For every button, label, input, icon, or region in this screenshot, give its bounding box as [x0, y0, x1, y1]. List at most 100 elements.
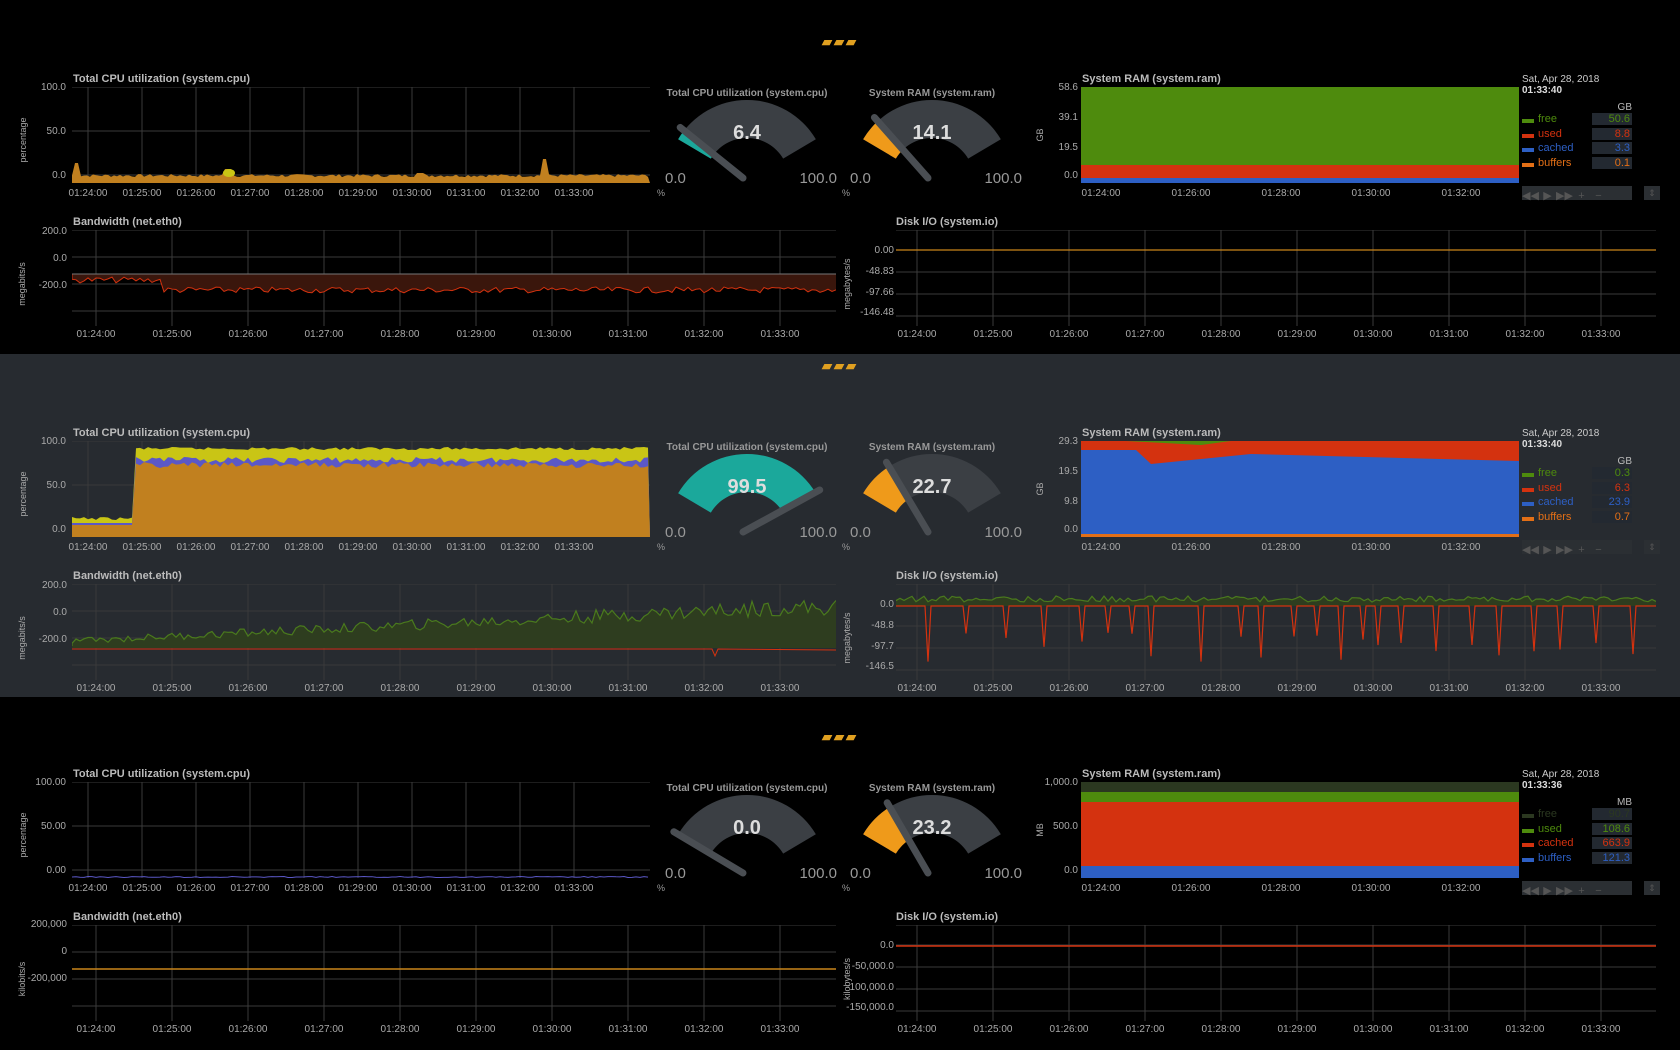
x-tick-label: 01:29:00: [1277, 1024, 1317, 1035]
legend-value: 23.9: [1592, 496, 1632, 508]
zoom-in-icon[interactable]: +: [1578, 885, 1585, 897]
ram-plot-area[interactable]: [1081, 441, 1519, 537]
ram-gauge-unit: %: [842, 883, 851, 893]
cpu-y-unit: percentage: [18, 812, 28, 858]
pan-right-icon[interactable]: ▶▶: [1556, 190, 1573, 202]
legend-label: used: [1538, 127, 1562, 140]
x-tick-label: 01:30:00: [392, 542, 432, 553]
ram-plot-area[interactable]: [1081, 87, 1519, 183]
y-tick-label: 0.0: [1064, 170, 1078, 181]
y-tick-label: -146.48: [860, 307, 894, 318]
ram-chart[interactable]: System RAM (system.ram) GB 29.3 19.5 9.8 0.…: [1020, 424, 1520, 553]
legend-swatch: [1522, 814, 1534, 818]
x-tick-label: 01:25:00: [973, 683, 1013, 694]
legend-row[interactable]: free 90.7: [1522, 808, 1632, 823]
disk-io-chart[interactable]: Disk I/O (system.io) megabytes/s 0.0 -48.…: [840, 567, 1660, 694]
resize-icon[interactable]: ⇕: [1644, 186, 1660, 200]
legend-row[interactable]: cached 663.9: [1522, 837, 1632, 852]
bandwidth-chart[interactable]: Bandwidth (net.eth0) kilobits/s 200,000 0…: [17, 908, 836, 1035]
disk-io-plot-area[interactable]: [896, 230, 1656, 326]
bandwidth-chart-title: Bandwidth (net.eth0): [73, 216, 182, 228]
legend-row[interactable]: used 108.6: [1522, 822, 1632, 838]
ram-plot-area[interactable]: [1081, 782, 1519, 878]
resize-icon[interactable]: ⇕: [1644, 540, 1660, 554]
x-tick-label: 01:31:00: [446, 188, 486, 199]
bandwidth-chart[interactable]: Bandwidth (net.eth0) megabits/s 200.0 0.0…: [17, 213, 836, 340]
legend-swatch: [1522, 133, 1534, 138]
zoom-in-icon[interactable]: +: [1578, 544, 1585, 556]
disk-io-plot-area[interactable]: [896, 925, 1656, 1021]
legend-row[interactable]: cached 3.3: [1522, 142, 1632, 157]
pan-left-icon[interactable]: ◀◀: [1522, 885, 1539, 897]
x-tick-label: 01:33:00: [1581, 329, 1621, 340]
y-tick-label: 100.0: [40, 436, 66, 447]
cpu-chart[interactable]: Total CPU utilization (system.cpu) perce…: [18, 765, 650, 894]
x-tick-label: 01:29:00: [338, 883, 378, 894]
cpu-plot-area[interactable]: [72, 87, 650, 183]
x-tick-label: 01:27:00: [1125, 1024, 1165, 1035]
x-tick-label: 01:27:00: [230, 188, 270, 199]
y-tick-label: 0.0: [53, 607, 67, 618]
pan-right-icon[interactable]: ▶▶: [1556, 885, 1573, 897]
x-tick-label: 01:30:00: [532, 683, 572, 694]
bandwidth-chart-title: Bandwidth (net.eth0): [73, 570, 182, 582]
legend-swatch: [1522, 843, 1534, 847]
cpu-gauge-title: Total CPU utilization (system.cpu): [666, 783, 828, 794]
ram-chart[interactable]: System RAM (system.ram) MB 1,000.0 500.0 0…: [1020, 765, 1520, 894]
legend-row[interactable]: cached 23.9: [1522, 496, 1632, 511]
x-tick-label: 01:32:00: [500, 883, 540, 894]
x-tick-label: 01:26:00: [228, 1024, 268, 1035]
play-icon[interactable]: ▶: [1543, 544, 1552, 556]
zoom-out-icon[interactable]: −: [1595, 190, 1602, 202]
y-tick-label: 0.0: [880, 940, 894, 951]
pan-right-icon[interactable]: ▶▶: [1556, 544, 1573, 556]
legend-row[interactable]: used 8.8: [1522, 127, 1632, 143]
x-tick-label: 01:27:00: [304, 683, 344, 694]
cpu-gauge-unit: %: [657, 542, 666, 552]
zoom-out-icon[interactable]: −: [1595, 885, 1602, 897]
legend-row[interactable]: buffers 0.1: [1522, 156, 1632, 172]
zoom-in-icon[interactable]: +: [1578, 190, 1585, 202]
ram-gauge-unit: %: [842, 542, 851, 552]
legend-row[interactable]: buffers 121.3: [1522, 851, 1632, 867]
y-tick-label: 0.0: [880, 599, 894, 610]
zoom-out-icon[interactable]: −: [1595, 544, 1602, 556]
x-tick-label: 01:33:00: [760, 1024, 800, 1035]
x-tick-label: 01:31:00: [608, 1024, 648, 1035]
gauge-needle: [870, 113, 932, 182]
x-tick-label: 01:28:00: [284, 188, 324, 199]
play-icon[interactable]: ▶: [1543, 190, 1552, 202]
legend-row[interactable]: free 50.6: [1522, 113, 1632, 128]
y-tick-label: 0: [61, 946, 67, 957]
disk-io-plot-area[interactable]: [896, 584, 1656, 680]
cpu-plot-area[interactable]: [72, 782, 650, 878]
legend-time: 01:33:40: [1522, 439, 1563, 450]
cpu-y-unit: percentage: [18, 117, 28, 163]
legend-row[interactable]: buffers 0.7: [1522, 510, 1632, 526]
legend-row[interactable]: used 6.3: [1522, 481, 1632, 497]
x-tick-label: 01:32:00: [1505, 683, 1545, 694]
play-icon[interactable]: ▶: [1543, 885, 1552, 897]
cpu-chart[interactable]: Total CPU utilization (system.cpu) perce…: [18, 70, 650, 199]
disk-io-chart[interactable]: Disk I/O (system.io) kilobytes/s 0.0 -50,…: [840, 908, 1660, 1035]
ram-gauge-min: 0.0: [850, 865, 871, 882]
resize-icon[interactable]: ⇕: [1644, 881, 1660, 895]
bandwidth-plot-area[interactable]: [72, 230, 836, 326]
cpu-chart[interactable]: Total CPU utilization (system.cpu) perce…: [18, 424, 650, 553]
cpu-gauge-max: 100.0: [799, 524, 837, 541]
legend-row[interactable]: free 0.3: [1522, 467, 1632, 482]
pan-left-icon[interactable]: ◀◀: [1522, 190, 1539, 202]
x-tick-label: 01:27:00: [304, 1024, 344, 1035]
pan-left-icon[interactable]: ◀◀: [1522, 544, 1539, 556]
bandwidth-chart[interactable]: Bandwidth (net.eth0) megabits/s 200.0 0.0…: [17, 567, 836, 694]
bandwidth-plot-area[interactable]: [72, 925, 836, 1021]
x-tick-label: 01:30:00: [1351, 883, 1391, 894]
disk-io-line-read: [896, 595, 1656, 603]
ram-chart[interactable]: System RAM (system.ram) GB 58.6 39.1 19.5 0…: [1020, 70, 1520, 199]
ram-legend: Sat, Apr 28, 2018 01:33:36 MB free 90.7 us…: [1522, 769, 1632, 866]
disk-io-chart[interactable]: Disk I/O (system.io) megabytes/s 0.00 -48…: [840, 213, 1660, 340]
bandwidth-plot-area[interactable]: [72, 584, 836, 680]
x-tick-label: 01:26:00: [1049, 683, 1089, 694]
cpu-plot-area[interactable]: [72, 441, 650, 537]
cpu-y-unit: percentage: [18, 471, 28, 517]
